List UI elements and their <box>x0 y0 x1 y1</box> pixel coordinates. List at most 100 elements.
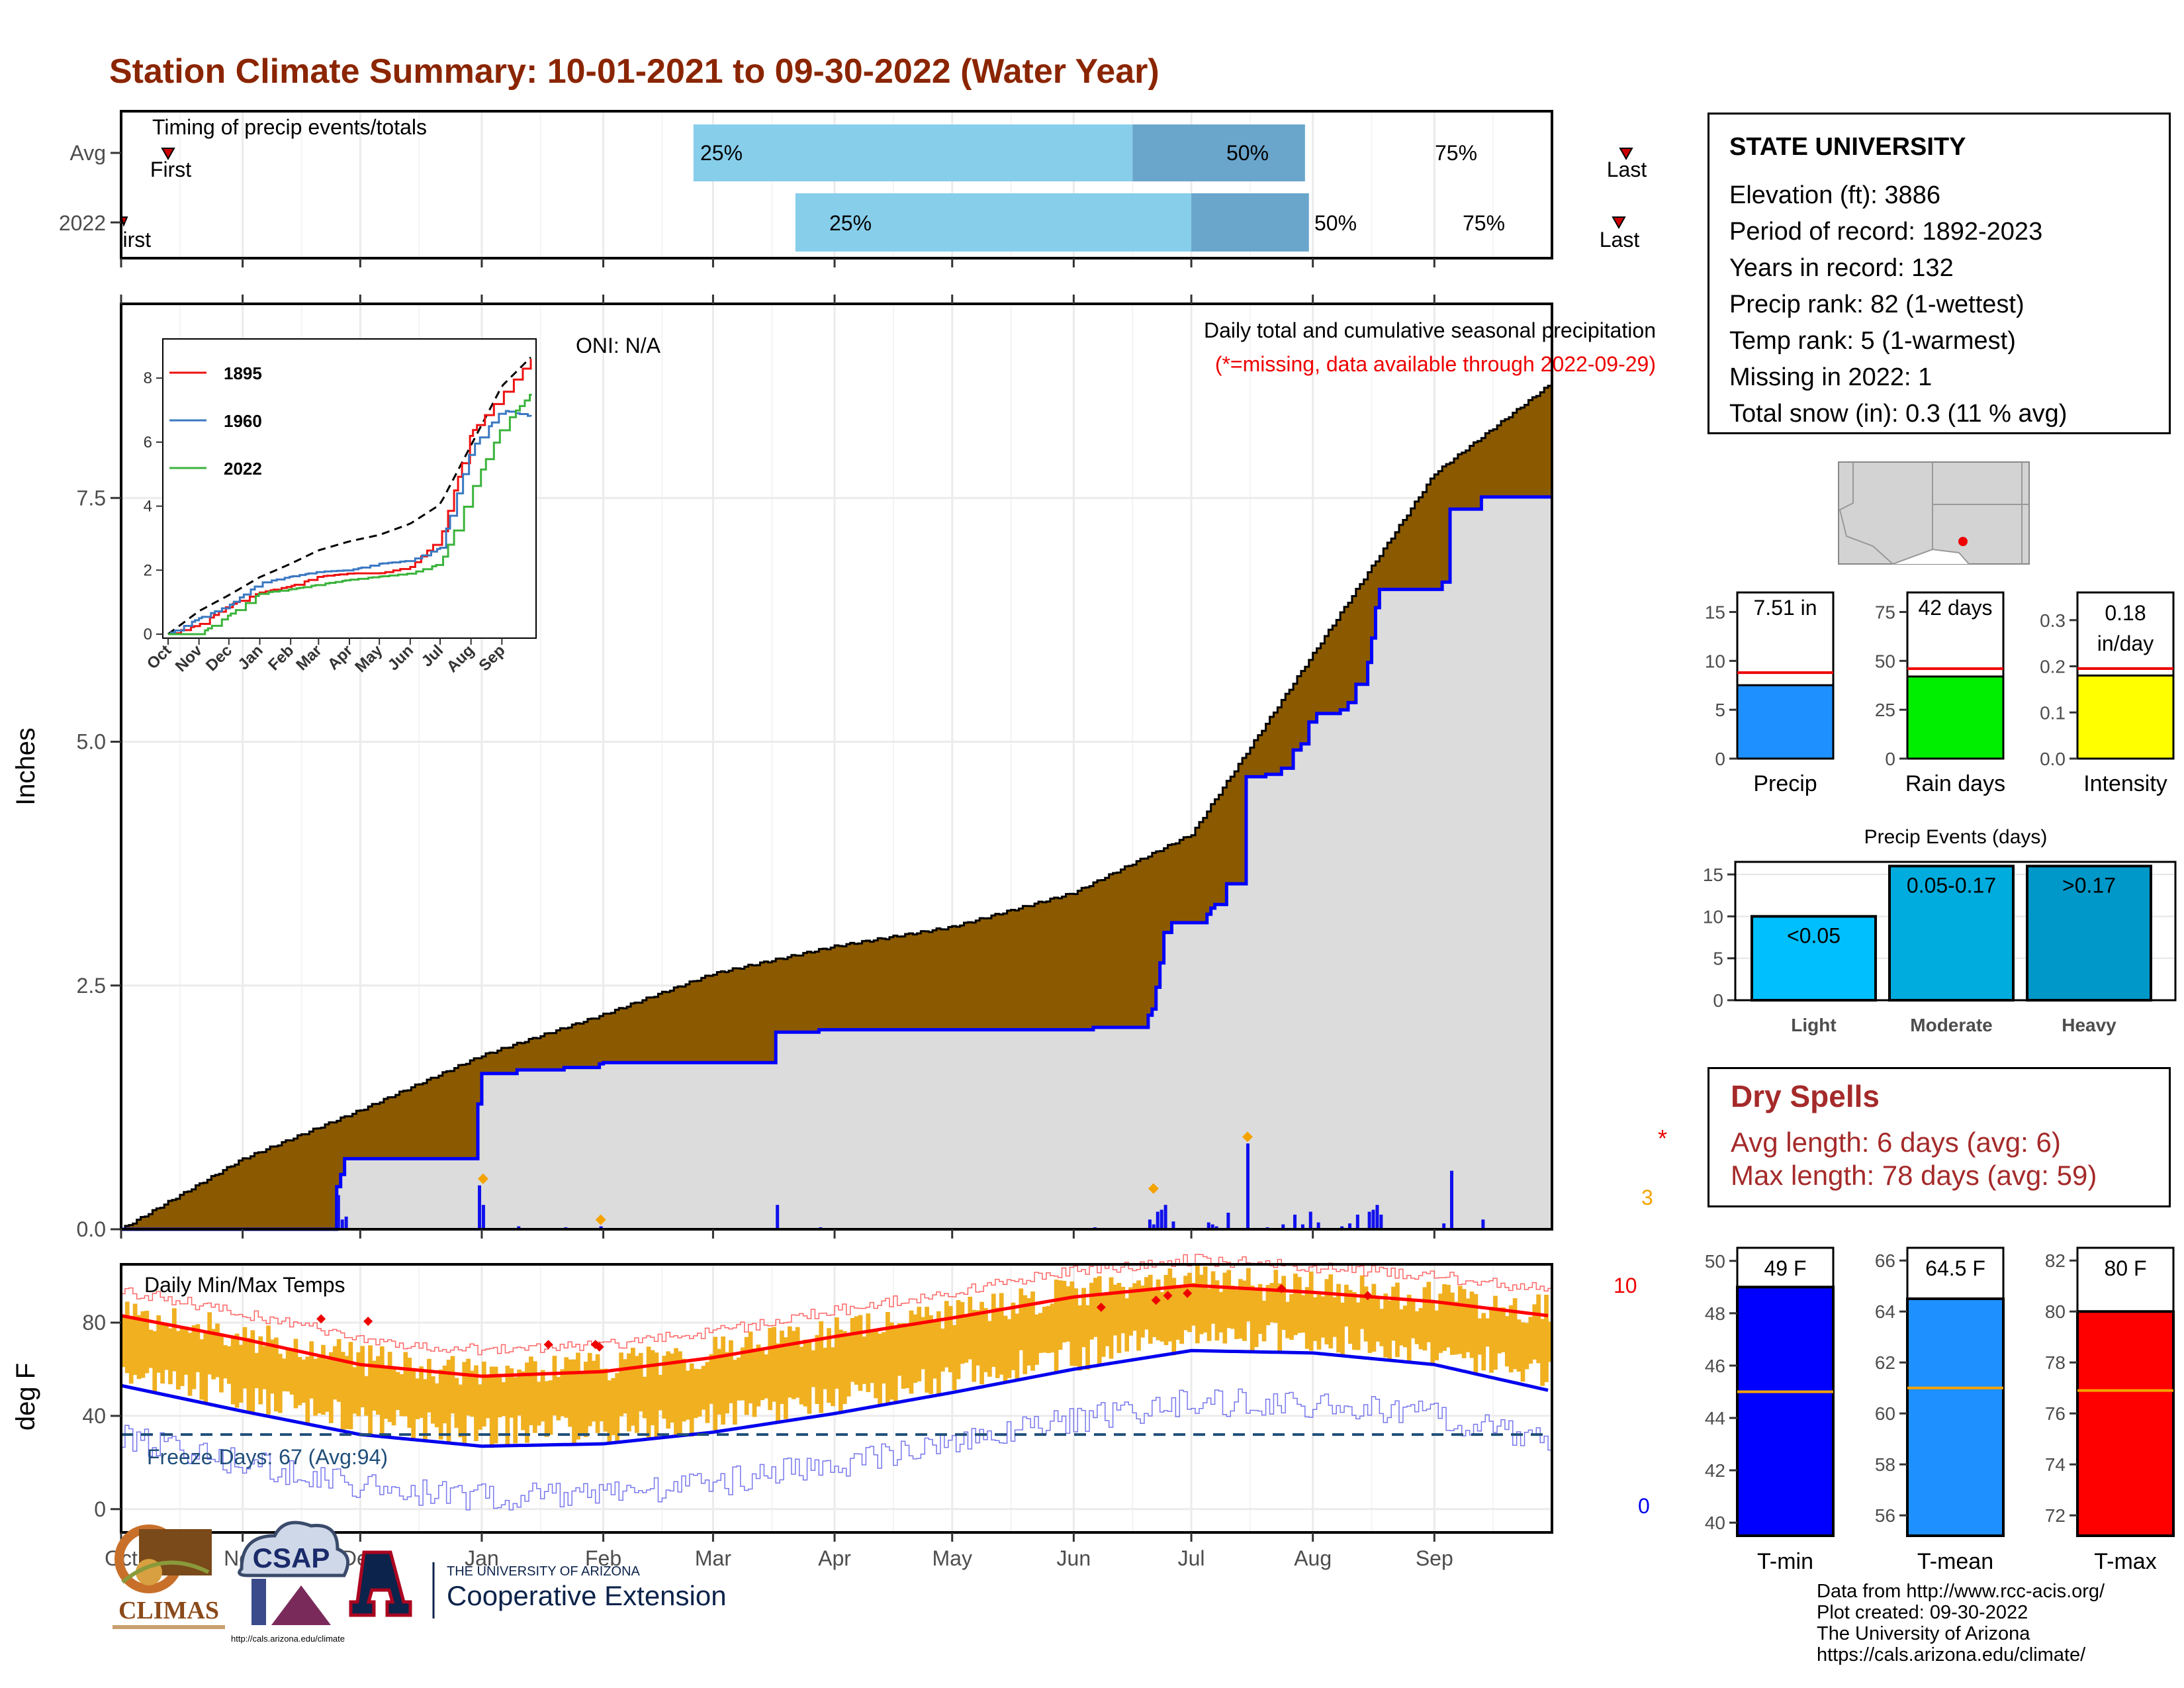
credit-plot-created: Plot created: 09-30-2022 <box>1817 1602 2028 1623</box>
daily-temp-bar <box>791 1331 796 1399</box>
daily-temp-bar <box>281 1358 287 1391</box>
temp-panel: Daily Min/Max Temps Freeze Days: 67 (Avg… <box>11 1254 1650 1570</box>
csap-url: http://cals.arizona.edu/climate <box>231 1634 345 1644</box>
daily-temp-bar <box>838 1329 843 1414</box>
daily-temp-bar <box>886 1312 890 1403</box>
daily-temp-bar <box>1383 1293 1388 1358</box>
daily-temp-bar <box>776 1343 780 1421</box>
daily-temp-bar <box>430 1376 435 1424</box>
dry-avg-length: Avg length: 6 days (avg: 6) <box>1731 1127 2061 1158</box>
daily-temp-bar <box>1485 1318 1490 1347</box>
daily-temp-bar <box>787 1326 792 1398</box>
daily-temp-bar <box>662 1356 667 1419</box>
daily-temp-bar <box>160 1323 165 1384</box>
events-category-label: Light <box>1791 1015 1836 1035</box>
daily-temp-bar <box>1085 1305 1090 1370</box>
temp-bar-tick-label: 42 <box>1705 1460 1725 1481</box>
daily-temp-bar <box>372 1360 377 1411</box>
daily-temp-bar <box>132 1303 138 1376</box>
daily-temp-bar <box>450 1356 455 1414</box>
daily-temp-bar <box>497 1374 502 1418</box>
daily-temp-bar <box>317 1357 322 1414</box>
daily-temp-bar <box>1520 1322 1525 1382</box>
daily-temp-bar <box>807 1340 812 1414</box>
mini-bar-tick-label: 0.1 <box>2040 702 2066 723</box>
avg-cumulative-line <box>121 385 1552 1231</box>
month-label: Jan <box>465 1546 499 1570</box>
daily-temp-bar <box>819 1321 824 1413</box>
daily-temp-bar <box>309 1341 314 1399</box>
daily-temp-bar <box>768 1328 773 1411</box>
daily-temp-bar <box>474 1365 478 1442</box>
daily-temp-bar <box>623 1359 627 1414</box>
avg-max-line <box>120 1284 1549 1378</box>
map-bg <box>1838 461 2030 565</box>
daily-temp-bar <box>274 1337 279 1412</box>
daily-temp-bar <box>387 1352 392 1423</box>
daily-temp-bar <box>1089 1282 1094 1340</box>
daily-temp-bar <box>1516 1319 1522 1372</box>
daily-temp-bar <box>1316 1294 1322 1350</box>
first-marker-avg <box>161 148 175 161</box>
daily-temp-bar <box>1391 1286 1396 1341</box>
daily-temp-bar <box>242 1327 248 1389</box>
record-precip-diamond <box>477 1173 488 1184</box>
daily-temp-bar <box>827 1328 831 1403</box>
daily-temp-bar <box>1308 1271 1314 1351</box>
mini-bar-tick-label: 15 <box>1705 602 1725 623</box>
daily-precip-bar <box>1379 1214 1383 1229</box>
precip-tick-label: 0.0 <box>77 1217 106 1241</box>
events-bar-label: >0.17 <box>2062 873 2116 897</box>
daily-temp-bar <box>1312 1297 1318 1341</box>
temp-bar-tick-label: 64 <box>1875 1301 1895 1322</box>
daily-temp-bar <box>576 1352 580 1440</box>
daily-precip-bar <box>1152 1224 1156 1229</box>
daily-temp-bar <box>556 1377 561 1421</box>
daily-temp-bar <box>1548 1321 1553 1362</box>
daily-temp-bar <box>1113 1284 1118 1336</box>
daily-temp-bar <box>995 1307 1000 1378</box>
temp-record-markers <box>316 1284 1373 1352</box>
daily-temp-bar <box>1214 1280 1220 1341</box>
daily-temp-bar <box>297 1356 302 1405</box>
daily-precip-bar <box>1163 1205 1167 1229</box>
observed-cumulative-area <box>121 496 1552 1229</box>
daily-temp-bar <box>1406 1294 1412 1362</box>
csap-text: CSAP <box>253 1542 330 1573</box>
daily-temp-bar <box>870 1332 875 1383</box>
temp-y-tick-label: 40 <box>82 1404 106 1428</box>
daily-temp-bar <box>1105 1294 1110 1346</box>
daily-temp-bar <box>532 1361 537 1433</box>
temp-summary-bars: 40 42 44 46 48 50 49 F T-min 56 58 60 62 64 66 64.5 F T… <box>1705 1246 2175 1574</box>
daily-temp-bar <box>521 1371 525 1430</box>
timing-row-avg: Avg <box>69 141 106 165</box>
logos: CLIMAS CSAP http://cals.arizona.edu/clim… <box>113 1521 727 1644</box>
daily-temp-bar <box>979 1301 984 1385</box>
daily-temp-bar <box>411 1368 416 1440</box>
mini-bar-value-label: 42 days <box>1918 596 1992 620</box>
daily-temp-bar <box>262 1346 267 1389</box>
daily-temp-bar <box>1230 1286 1236 1329</box>
daily-precip-bar <box>336 1195 340 1229</box>
temp-bar-label: T-min <box>1757 1549 1813 1574</box>
daily-temp-bar <box>1430 1300 1435 1364</box>
daily-temp-bar <box>183 1326 189 1375</box>
daily-temp-bar <box>1265 1285 1271 1326</box>
month-label: Feb <box>585 1546 621 1570</box>
temp-bar-tick-label: 82 <box>2045 1250 2066 1271</box>
daily-temp-bar <box>1101 1293 1106 1357</box>
daily-temp-bar <box>1269 1283 1275 1323</box>
daily-temp-bar <box>1398 1309 1404 1346</box>
daily-temp-bar <box>752 1348 757 1417</box>
inset-y-tick-label: 6 <box>144 434 152 451</box>
daily-temp-bar <box>1003 1315 1008 1383</box>
daily-temp-bar <box>976 1310 980 1366</box>
station-missing: Missing in 2022: 1 <box>1729 363 1933 391</box>
daily-temp-bar <box>215 1323 220 1378</box>
events-bar <box>2026 865 2152 1002</box>
freeze-days: Freeze Days: 67 (Avg:94) <box>147 1445 388 1469</box>
daily-temp-bar <box>670 1353 674 1423</box>
daily-temp-bar <box>642 1376 647 1419</box>
daily-temp-bar <box>1328 1274 1334 1349</box>
mini-bar-value <box>1906 675 2005 760</box>
